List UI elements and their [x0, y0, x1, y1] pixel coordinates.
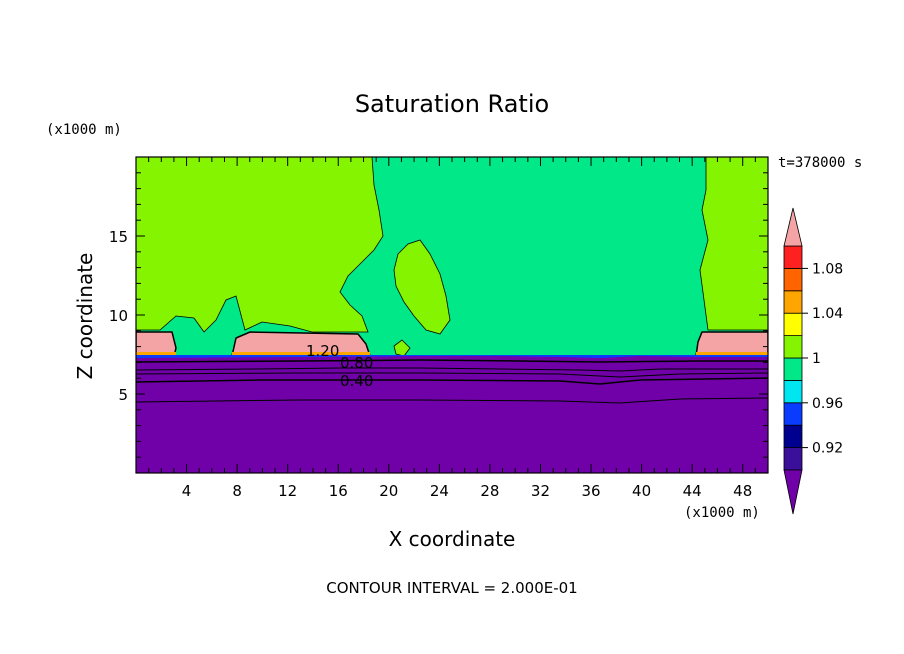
chart-title: Saturation Ratio [355, 90, 549, 118]
x-tick-label: 48 [733, 482, 752, 500]
time-label: t=378000 s [778, 155, 862, 171]
contour-label: 1.20 [306, 342, 339, 360]
colorbar-bin [783, 402, 803, 426]
colorbar-tick-label: 1 [812, 351, 821, 367]
subsaturated-region [136, 356, 768, 473]
x-tick-label: 16 [329, 482, 348, 500]
x-tick-label: 4 [182, 482, 192, 500]
x-axis-unit: (x1000 m) [684, 505, 760, 521]
colorbar-tick-label: 1.08 [812, 261, 843, 277]
y-axis-label: Z coordinate [73, 253, 97, 380]
plot-area: 1.20 0.80 0.40 4 8 12 16 20 24 28 32 36 40 44 48 51… [109, 156, 769, 500]
colorbar-bin [783, 357, 803, 381]
y-axis-unit: (x1000 m) [46, 122, 122, 138]
x-tick-label: 28 [480, 482, 499, 500]
contour-label: 0.40 [340, 372, 373, 390]
cloud-rim-middle [232, 352, 370, 356]
colorbar-bin [783, 424, 803, 449]
x-tick-label: 40 [632, 482, 651, 500]
x-tick-label: 36 [581, 482, 600, 500]
colorbar-tick-label: 1.04 [812, 306, 843, 322]
colorbar-tick-label: 0.92 [812, 441, 843, 457]
dry-field-right [699, 157, 768, 331]
y-tick-label: 15 [109, 228, 128, 246]
contour-line-080 [136, 367, 768, 372]
cloud-rim-left [136, 352, 176, 356]
colorbar-bin [783, 335, 803, 359]
dry-field-left [136, 157, 384, 333]
x-tick-label: 20 [379, 482, 398, 500]
y-axis-ticks: 5 10 15 [109, 172, 768, 458]
colorbar-over-arrow [783, 207, 803, 247]
contour-line-040 [136, 377, 768, 385]
dry-field-patch [393, 239, 451, 335]
colorbar-bin [783, 290, 803, 314]
x-tick-label: 12 [278, 482, 297, 500]
contour-line-020 [136, 397, 768, 404]
y-tick-label: 5 [118, 386, 128, 404]
contour-interval-footer: CONTOUR INTERVAL = 2.000E-01 [326, 579, 577, 597]
colorbar-tick-label: 0.96 [812, 396, 843, 412]
x-tick-label: 24 [430, 482, 449, 500]
colorbar-bin [783, 267, 803, 292]
x-tick-label: 32 [531, 482, 550, 500]
x-tick-label: 8 [232, 482, 242, 500]
colorbar-bin [783, 245, 803, 269]
colorbar-bin [783, 379, 803, 404]
cloud-rim-right [696, 352, 768, 356]
y-tick-label: 10 [109, 307, 128, 325]
contour-line-120 [136, 359, 768, 363]
x-axis-label: X coordinate [389, 527, 516, 551]
contour-line-060 [136, 372, 768, 378]
x-axis-ticks: 4 8 12 16 20 24 28 32 36 40 44 48 [148, 157, 756, 500]
dry-field-patch-small [393, 339, 411, 357]
contour-label: 0.80 [340, 354, 373, 372]
colorbar-bin [783, 447, 803, 471]
x-tick-label: 44 [683, 482, 702, 500]
colorbar: 0.92 0.96 1 1.04 1.08 [783, 207, 843, 515]
colorbar-under-arrow [783, 469, 803, 515]
colorbar-bin [783, 312, 803, 337]
